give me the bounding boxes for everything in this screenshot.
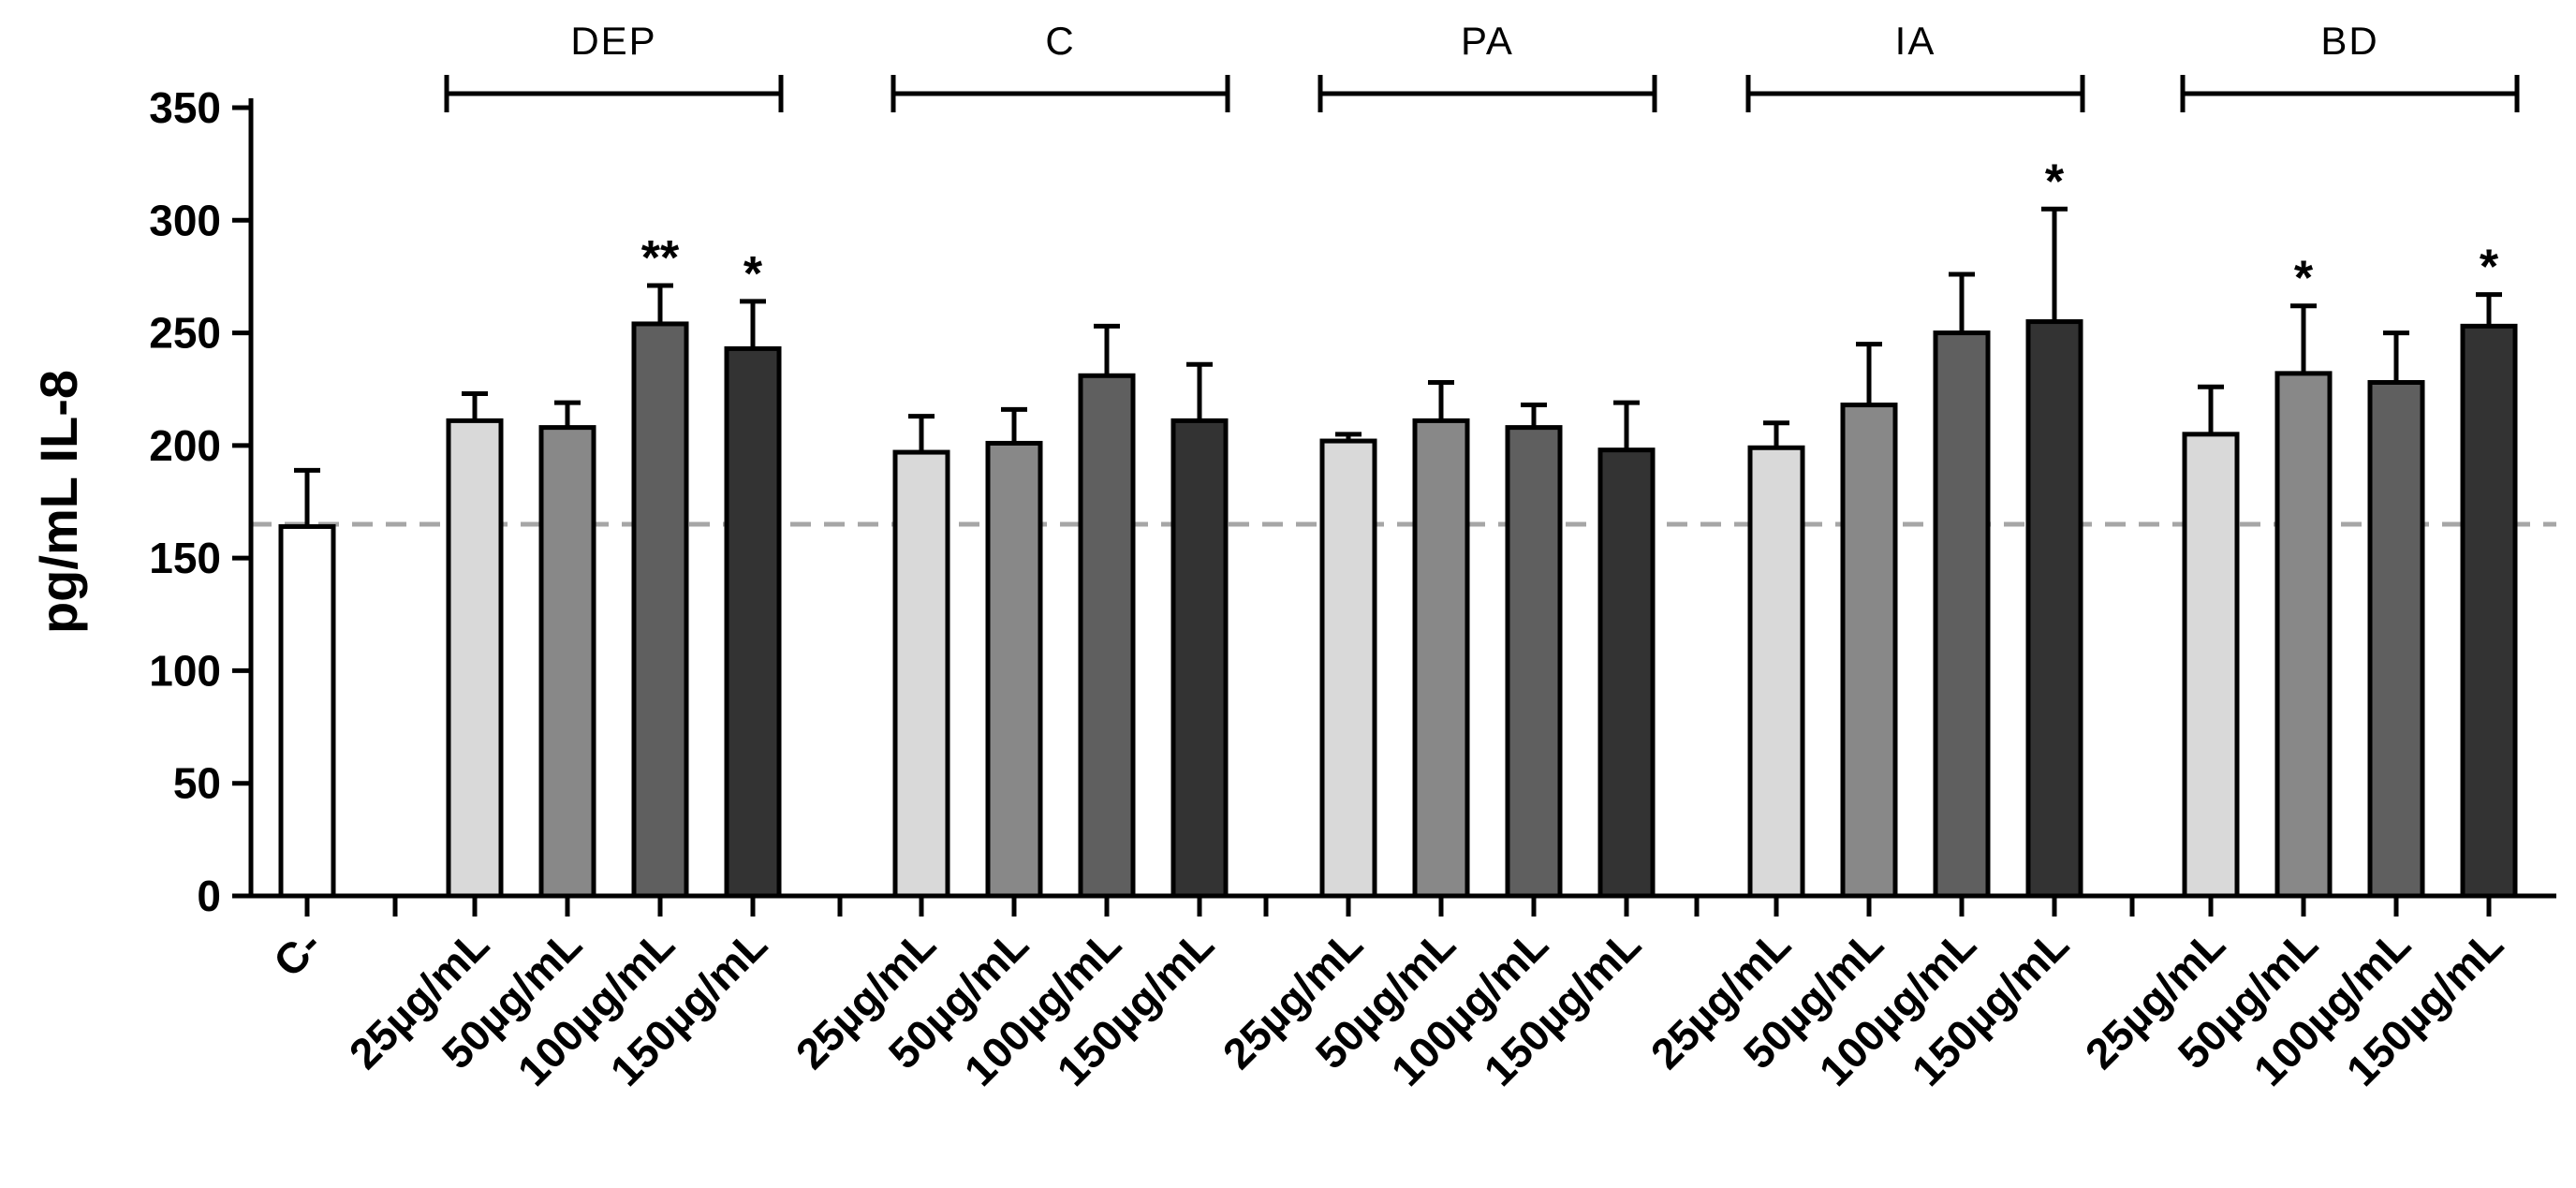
group-bd-100gml-bar: [2367, 379, 2425, 899]
group-ia-150gml-significance: *: [2045, 154, 2065, 209]
group-ia-150gml-bar: [2025, 319, 2083, 899]
control-bar: [278, 523, 336, 899]
group-pa-150gml-bar: [1597, 447, 1656, 899]
group-bd-50gml-significance: *: [2294, 252, 2314, 306]
group-ia-25gml-bar: [1747, 445, 1805, 899]
group-pa-title: PA: [1461, 19, 1514, 63]
y-tick-label: 50: [173, 759, 221, 808]
y-tick-label: 350: [149, 83, 221, 132]
group-dep-150gml-bar: [724, 345, 782, 899]
y-axis-title: pg/mL IL-8: [29, 370, 88, 634]
group-c-100gml-bar: [1078, 373, 1136, 899]
y-tick-label: 200: [149, 421, 221, 470]
group-bd-150gml-bar: [2460, 323, 2518, 899]
y-tick-label: 0: [197, 872, 221, 920]
group-bd-50gml-bar: [2274, 371, 2333, 899]
group-dep-150gml-significance: *: [743, 247, 763, 301]
y-tick-label: 100: [149, 646, 221, 695]
group-ia-title: IA: [1895, 19, 1936, 63]
group-c-50gml-bar: [985, 440, 1043, 899]
group-c-150gml-bar: [1170, 418, 1229, 899]
group-c-25gml-bar: [892, 449, 950, 899]
group-dep-100gml-bar: [631, 321, 689, 899]
group-pa-25gml-bar: [1319, 438, 1377, 899]
y-tick-label: 250: [149, 309, 221, 358]
group-bd-title: BD: [2320, 19, 2378, 63]
group-c-title: C: [1045, 19, 1075, 63]
y-tick-label: 150: [149, 534, 221, 582]
group-bd-25gml-bar: [2182, 432, 2240, 899]
group-dep-title: DEP: [570, 19, 656, 63]
group-ia-100gml-bar: [1933, 330, 1991, 899]
group-dep-50gml-bar: [538, 425, 596, 899]
control-label: C-: [264, 919, 331, 986]
group-bd-150gml-significance: *: [2480, 241, 2499, 295]
group-dep-100gml-significance: **: [641, 231, 680, 286]
y-tick-label: 300: [149, 196, 221, 244]
group-ia-50gml-bar: [1840, 403, 1898, 899]
group-pa-100gml-bar: [1505, 425, 1563, 899]
group-dep-25gml-bar: [446, 418, 504, 899]
group-pa-50gml-bar: [1412, 418, 1470, 899]
